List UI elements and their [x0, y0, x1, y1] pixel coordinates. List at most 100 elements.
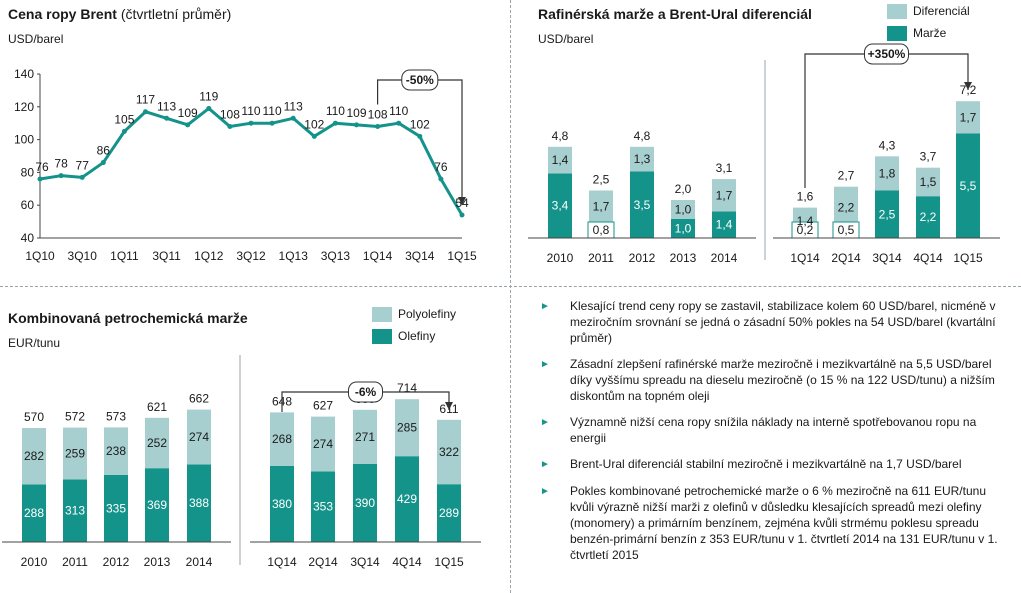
- value-label: 429: [397, 492, 417, 506]
- annotation-arrowhead: [458, 197, 466, 206]
- x-tick-label: 2012: [103, 555, 130, 569]
- data-label: 78: [54, 157, 68, 171]
- value-label: 259: [65, 447, 85, 461]
- value-label: 1,4: [797, 214, 814, 228]
- x-tick-label: 4Q14: [392, 555, 422, 569]
- annotation-text: +350%: [868, 47, 906, 61]
- total-label: 4,8: [634, 129, 651, 143]
- bullet-text: Brent-Ural diferenciál stabilní meziročn…: [570, 457, 962, 471]
- x-tick-label: 2013: [670, 251, 697, 265]
- bar-segment-polyolefiny: [395, 399, 419, 457]
- data-point: [459, 212, 465, 218]
- y-tick-label: 120: [14, 100, 34, 114]
- bar-segment-mare: [956, 133, 980, 238]
- bar-segment-polyolefiny: [353, 409, 377, 464]
- value-label: 5,5: [960, 179, 977, 193]
- x-tick-label: 3Q12: [236, 249, 266, 263]
- bar-segment-polyolefiny: [104, 427, 128, 475]
- annotation-arrowhead: [445, 402, 453, 410]
- x-tick-label: 3Q13: [321, 249, 351, 263]
- bar-segment-olefiny: [22, 484, 46, 542]
- annotation-badge: [864, 43, 909, 65]
- bar-segment-diferencil: [548, 146, 572, 174]
- value-label: 1,4: [552, 153, 569, 167]
- data-point: [269, 120, 275, 126]
- x-tick-label: 1Q15: [953, 251, 983, 265]
- annotation-badge: [401, 69, 439, 91]
- total-label: 2,7: [838, 169, 855, 183]
- bar-segment-polyolefiny: [63, 427, 87, 480]
- total-label: 2,5: [593, 173, 610, 187]
- total-label: 570: [24, 410, 44, 424]
- bullet-arrow-icon: ►: [540, 301, 550, 312]
- data-point: [290, 115, 296, 121]
- total-label: 3,1: [716, 161, 733, 175]
- x-tick-label: 2011: [62, 555, 88, 569]
- value-label: 3,5: [634, 198, 651, 212]
- bar-segment-polyolefiny: [311, 416, 335, 472]
- total-label: 7,2: [960, 83, 977, 97]
- bar-segment-diferencil: [712, 179, 736, 212]
- value-label: 335: [106, 502, 126, 516]
- data-label: 110: [263, 104, 282, 118]
- bullet-text: Zásadní zlepšení rafinérské marže meziro…: [570, 357, 995, 403]
- value-label: 289: [439, 506, 459, 520]
- value-label: 3,4: [552, 199, 569, 213]
- annotation-text: -50%: [406, 73, 434, 87]
- value-label: 268: [272, 432, 292, 446]
- data-label: 110: [326, 104, 345, 118]
- legend-label: Olefiny: [398, 329, 436, 343]
- x-tick-label: 1Q14: [363, 249, 393, 263]
- x-tick-label: 2011: [588, 251, 614, 265]
- data-point: [164, 115, 170, 121]
- bar-segment-olefiny: [63, 479, 87, 542]
- value-label: 271: [355, 430, 375, 444]
- bar-segment-olefiny: [437, 484, 461, 542]
- data-label: 117: [136, 93, 155, 107]
- total-label: 4,3: [879, 138, 896, 152]
- brent-title-normal: (čtvrtletní průměr): [120, 6, 232, 22]
- data-point: [332, 120, 338, 126]
- data-point: [79, 174, 85, 180]
- bar-segment-mare: [630, 171, 654, 238]
- x-tick-label: 1Q15: [447, 249, 477, 263]
- data-label: 102: [304, 117, 324, 131]
- value-label: 0,5: [838, 223, 855, 237]
- value-label: 252: [147, 436, 167, 450]
- data-point: [438, 176, 444, 182]
- bullet-text: Pokles kombinované petrochemické marže o…: [570, 484, 998, 562]
- data-label: 119: [199, 89, 218, 103]
- vertical-divider: [510, 0, 511, 593]
- value-label: 313: [65, 504, 85, 518]
- x-tick-label: 1Q14: [790, 251, 820, 265]
- data-point: [417, 133, 423, 139]
- bullet-arrow-icon: ►: [540, 359, 550, 370]
- bar-segment-diferencil: [916, 167, 940, 197]
- value-label: 282: [24, 449, 44, 463]
- value-label: 274: [189, 430, 209, 444]
- y-tick-label: 140: [14, 67, 34, 81]
- annotation-badge: [348, 381, 383, 403]
- y-tick-label: 80: [21, 165, 35, 179]
- value-label: 390: [355, 496, 375, 510]
- bullet-item: ► Brent-Ural diferenciál stabilní meziroč…: [540, 456, 1010, 473]
- value-label: 388: [189, 496, 209, 510]
- data-label: 113: [284, 99, 303, 113]
- x-tick-label: 2Q14: [308, 555, 338, 569]
- total-label: 714: [397, 381, 417, 395]
- annotation-arrowhead: [964, 82, 972, 90]
- y-tick-label: 40: [21, 231, 35, 245]
- data-point: [248, 120, 254, 126]
- value-label: 322: [439, 445, 459, 459]
- bar-segment-diferencil: [630, 146, 654, 172]
- value-label: 0,8: [593, 223, 610, 237]
- x-tick-label: 3Q14: [350, 555, 380, 569]
- x-tick-label: 2012: [629, 251, 656, 265]
- data-label: 109: [178, 106, 198, 120]
- bar-segment-olefiny: [104, 475, 128, 542]
- bullet-text: Klesající trend ceny ropy se zastavil, s…: [570, 299, 996, 345]
- bar-segment-mare: [875, 190, 899, 238]
- data-label: 110: [241, 104, 260, 118]
- data-label: 109: [346, 106, 366, 120]
